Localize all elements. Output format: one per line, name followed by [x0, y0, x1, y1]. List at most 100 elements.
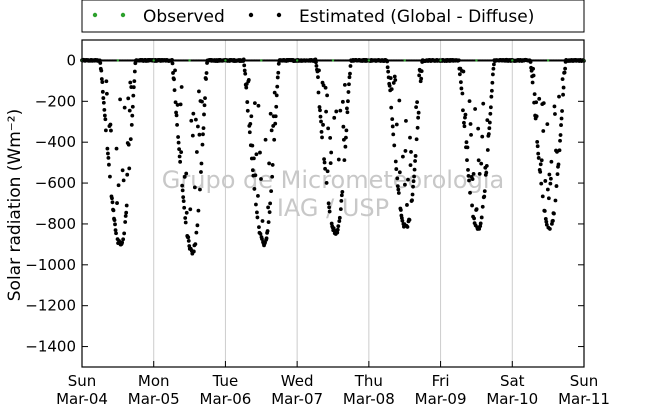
x-tick-label-date: Mar-09 — [415, 390, 467, 408]
estimated-point — [348, 64, 353, 68]
estimated-point — [263, 137, 268, 142]
estimated-point — [197, 132, 202, 137]
estimated-point — [176, 135, 181, 139]
estimated-point — [326, 126, 331, 131]
plot-frame — [81, 39, 585, 368]
estimated-point — [186, 235, 191, 240]
estimated-point — [403, 149, 408, 153]
estimated-point — [272, 90, 277, 95]
estimated-point — [171, 71, 175, 75]
estimated-point — [464, 140, 469, 145]
estimated-point — [342, 158, 347, 163]
estimated-point — [458, 80, 463, 85]
estimated-point — [132, 79, 137, 83]
estimated-point — [252, 101, 257, 106]
estimated-point — [204, 71, 209, 75]
estimated-point — [479, 161, 484, 166]
estimated-point — [131, 85, 136, 90]
estimated-point — [121, 237, 126, 242]
estimated-point — [198, 187, 202, 192]
estimated-point — [324, 181, 329, 185]
estimated-point — [491, 66, 496, 71]
estimated-point — [395, 176, 400, 181]
estimated-point — [482, 189, 487, 194]
estimated-point — [539, 181, 544, 186]
estimated-point — [488, 111, 493, 116]
estimated-point — [115, 201, 119, 205]
estimated-point — [543, 179, 548, 183]
estimated-point — [394, 167, 399, 171]
estimated-point — [325, 169, 330, 174]
legend-estimated-marker-2 — [276, 12, 282, 18]
estimated-point — [275, 84, 280, 89]
estimated-point — [531, 66, 536, 71]
estimated-point — [345, 106, 349, 111]
estimated-point — [196, 208, 201, 213]
estimated-point — [385, 65, 390, 70]
x-tick-label-day: Thu — [354, 372, 383, 390]
estimated-point — [390, 117, 395, 122]
estimated-point — [403, 182, 407, 187]
estimated-point — [194, 150, 199, 154]
x-tick-label-day: Wed — [281, 372, 314, 390]
estimated-point — [461, 69, 466, 74]
estimated-point — [530, 80, 535, 85]
estimated-point — [477, 172, 482, 176]
observed-point — [331, 59, 335, 62]
estimated-point — [554, 184, 559, 188]
estimated-point — [552, 211, 556, 216]
estimated-point — [341, 124, 346, 129]
estimated-point — [316, 90, 321, 95]
estimated-point — [121, 178, 126, 183]
estimated-point — [412, 167, 417, 172]
estimated-point — [467, 99, 472, 104]
estimated-point — [472, 216, 476, 221]
estimated-point — [532, 92, 537, 97]
estimated-point — [392, 74, 397, 79]
estimated-point — [397, 98, 402, 103]
estimated-point — [419, 76, 424, 81]
estimated-point — [175, 103, 180, 107]
estimated-point — [414, 137, 419, 142]
estimated-point — [256, 103, 261, 108]
estimated-point — [393, 78, 398, 82]
estimated-point — [337, 215, 342, 220]
estimated-point — [178, 102, 183, 107]
estimated-point — [480, 204, 485, 209]
estimated-point — [339, 193, 344, 198]
estimated-point — [131, 93, 136, 98]
estimated-point — [459, 86, 464, 91]
estimated-point — [487, 120, 492, 125]
estimated-point — [128, 137, 133, 142]
estimated-point — [177, 147, 182, 152]
estimated-point — [246, 78, 251, 82]
estimated-point — [105, 146, 110, 151]
estimated-point — [536, 151, 541, 156]
estimated-point — [416, 115, 421, 120]
x-tick-label-day: Fri — [432, 372, 450, 390]
estimated-point — [248, 121, 253, 126]
estimated-point — [255, 215, 260, 220]
estimated-point — [108, 174, 112, 179]
observed-point — [439, 59, 442, 62]
estimated-point — [535, 144, 540, 149]
estimated-point — [338, 207, 343, 212]
estimated-point — [549, 159, 554, 164]
estimated-point — [249, 114, 254, 119]
estimated-point — [558, 133, 563, 137]
estimated-point — [334, 109, 339, 114]
observed-point — [224, 59, 227, 62]
estimated-point — [325, 93, 330, 98]
estimated-point — [543, 216, 548, 221]
estimated-point — [394, 122, 399, 127]
estimated-point — [266, 220, 271, 225]
estimated-point — [102, 113, 107, 118]
estimated-point — [553, 112, 557, 116]
y-tick-label: −1200 — [25, 297, 76, 315]
estimated-point — [534, 100, 539, 105]
estimated-point — [414, 105, 418, 110]
estimated-point — [320, 135, 324, 140]
estimated-point — [193, 242, 198, 247]
estimated-point — [270, 174, 275, 179]
estimated-point — [557, 148, 562, 153]
